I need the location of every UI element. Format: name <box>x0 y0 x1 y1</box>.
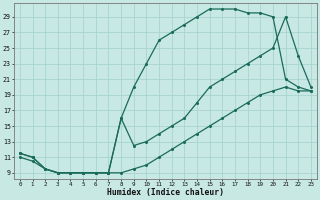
X-axis label: Humidex (Indice chaleur): Humidex (Indice chaleur) <box>107 188 224 197</box>
